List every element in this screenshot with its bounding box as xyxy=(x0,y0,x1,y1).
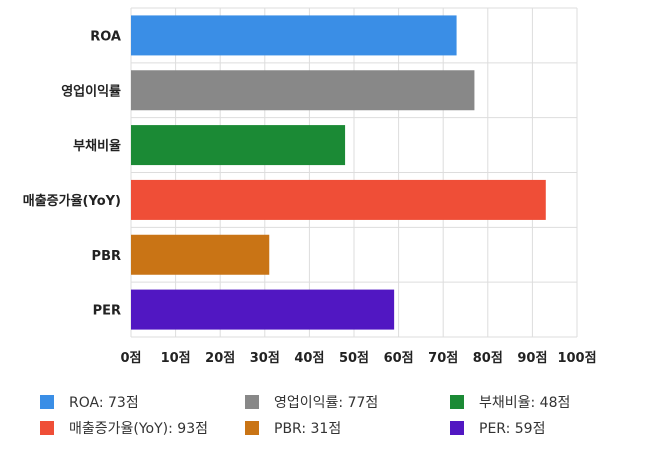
bar xyxy=(131,179,546,220)
legend-swatch xyxy=(245,395,259,409)
legend-swatch xyxy=(40,395,54,409)
x-tick-label: 40점 xyxy=(294,351,324,366)
legend-label: 영업이익률: 77점 xyxy=(274,395,379,411)
legend-item: 부채비율: 48점 xyxy=(450,392,570,412)
bar xyxy=(131,70,475,111)
x-tick-label: 80점 xyxy=(473,351,503,366)
x-tick-label: 100점 xyxy=(557,351,596,366)
legend-item: 영업이익률: 77점 xyxy=(245,392,378,412)
legend-swatch xyxy=(245,421,259,435)
grid xyxy=(130,7,578,338)
x-tick-labels: 0점 10점 20점 30점 40점 50점 60점 70점 80점 90점 100점 xyxy=(120,351,596,366)
category-label: ROA xyxy=(90,29,121,44)
legend-swatch xyxy=(450,395,464,409)
category-label: PBR xyxy=(92,249,121,264)
legend-label: 매출증가율(YoY): 93점 xyxy=(69,421,208,437)
x-tick-label: 50점 xyxy=(339,351,369,366)
category-label: 매출증가율(YoY) xyxy=(23,193,121,209)
x-tick-label: 90점 xyxy=(517,351,547,366)
category-label: PER xyxy=(93,304,121,319)
x-tick-label: 30점 xyxy=(250,351,280,366)
legend-label: 부채비율: 48점 xyxy=(479,395,571,411)
legend-item: PBR: 31점 xyxy=(245,418,341,438)
legend-label: PBR: 31점 xyxy=(274,421,342,437)
legend-swatch xyxy=(40,421,54,435)
category-label: 부채비율 xyxy=(73,138,121,154)
bar xyxy=(131,15,457,56)
x-tick-label: 60점 xyxy=(384,351,414,366)
legend-item: PER: 59점 xyxy=(450,418,545,438)
x-tick-label: 0점 xyxy=(120,351,141,366)
bars xyxy=(131,15,546,330)
bar xyxy=(131,125,346,166)
legend-label: PER: 59점 xyxy=(479,421,546,437)
legend-label: ROA: 73점 xyxy=(69,395,139,411)
category-label: 영업이익률 xyxy=(61,83,121,99)
x-tick-label: 10점 xyxy=(161,351,191,366)
legend-swatch xyxy=(450,421,464,435)
x-tick-label: 70점 xyxy=(428,351,458,366)
legend-item: 매출증가율(YoY): 93점 xyxy=(40,418,208,438)
x-tick-label: 20점 xyxy=(205,351,235,366)
bar xyxy=(131,234,270,275)
legend-item: ROA: 73점 xyxy=(40,392,139,412)
bar xyxy=(131,289,395,330)
